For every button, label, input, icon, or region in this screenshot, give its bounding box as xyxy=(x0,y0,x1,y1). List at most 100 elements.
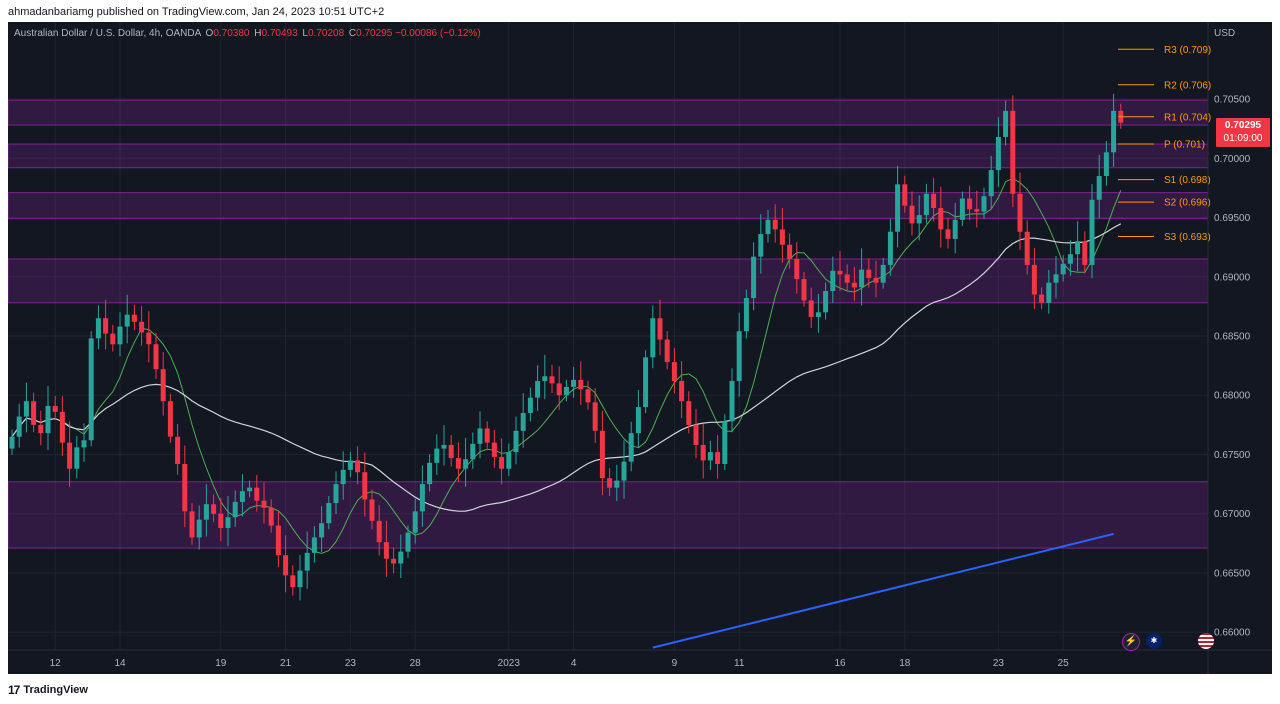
candle-body-down xyxy=(283,555,289,576)
candle-body-down xyxy=(967,198,973,210)
tradingview-logo: 17 xyxy=(8,683,20,697)
time-tick-label: 28 xyxy=(410,658,422,669)
candle-body-down xyxy=(38,424,44,434)
candle-body-down xyxy=(139,321,145,333)
time-tick-label: 14 xyxy=(114,658,126,669)
candle-body-up xyxy=(239,491,245,502)
high-value: 0.70493 xyxy=(261,28,298,39)
candle-body-up xyxy=(995,136,1001,171)
candle-body-up xyxy=(319,523,325,538)
tradingview-brand[interactable]: 17 TradingView xyxy=(8,683,88,697)
candle-body-up xyxy=(527,397,533,414)
candle-body-down xyxy=(484,428,490,443)
ascending-trendline xyxy=(652,532,1114,649)
us-flag-icon[interactable] xyxy=(1198,633,1214,649)
publish-header: ahmadanbariamg published on TradingView.… xyxy=(0,0,1280,22)
candle-body-up xyxy=(650,318,656,358)
candle-body-down xyxy=(31,401,37,425)
sr-zone xyxy=(8,481,1209,549)
currency-label[interactable]: USD xyxy=(1214,28,1236,39)
candle-body-up xyxy=(751,256,757,299)
lightning-icon[interactable]: ⚡ xyxy=(1122,633,1140,651)
pivot-label: S3 (0.693) xyxy=(1164,232,1211,243)
pivot-label: R2 (0.706) xyxy=(1164,80,1211,91)
candle-body-up xyxy=(542,376,548,382)
candle-body-down xyxy=(153,344,159,370)
candle-body-down xyxy=(146,332,152,345)
candle-body-up xyxy=(1103,152,1109,177)
candle-body-down xyxy=(1024,231,1030,265)
time-tick-label: 25 xyxy=(1058,658,1070,669)
time-tick-label: 4 xyxy=(571,658,577,669)
candle-body-down xyxy=(103,318,109,334)
price-tick-label: 0.66000 xyxy=(1214,628,1251,639)
candle-body-down xyxy=(909,205,915,224)
candle-body-up xyxy=(45,405,51,434)
australia-flag-icon[interactable]: ✱ xyxy=(1146,633,1162,649)
candle-body-down xyxy=(787,244,793,259)
candle-body-down xyxy=(686,401,692,425)
price-tick-label: 0.70000 xyxy=(1214,154,1251,165)
candle-body-up xyxy=(347,460,353,470)
candle-body-down xyxy=(902,184,908,206)
low-value: 0.70208 xyxy=(307,28,345,39)
candle-body-down xyxy=(448,445,454,459)
time-tick-label: 9 xyxy=(672,658,678,669)
candle-body-down xyxy=(693,424,699,446)
candle-body-down xyxy=(1039,294,1045,303)
candle-body-up xyxy=(887,231,893,265)
last-price-badge: 0.70295 01:09:00 xyxy=(1216,118,1270,147)
candle-body-down xyxy=(189,511,195,538)
candle-body-down xyxy=(275,525,281,556)
candle-body-down xyxy=(268,507,274,526)
candle-body-down xyxy=(664,339,670,363)
candle-body-up xyxy=(326,503,332,524)
candle-body-up xyxy=(340,469,346,485)
price-tick-label: 0.68500 xyxy=(1214,332,1251,343)
candle-body-down xyxy=(254,487,260,501)
trendline-layer xyxy=(652,532,1114,649)
candle-body-down xyxy=(211,504,217,514)
sr-zone xyxy=(8,192,1209,220)
candle-body-up xyxy=(614,480,620,488)
chart-area[interactable]: R3 (0.709) R2 (0.706) R1 (0.704) P (0.701) S… xyxy=(8,22,1272,674)
candle-body-up xyxy=(463,459,469,469)
price-axis: 0.66000 0.66500 0.67000 0.67500 0.68000 0.685… xyxy=(1207,22,1251,674)
open-label: O xyxy=(205,28,214,39)
candle-body-up xyxy=(520,413,526,431)
candle-body-up xyxy=(736,331,742,382)
candle-body-down xyxy=(1031,264,1037,295)
candle-body-up xyxy=(729,381,735,422)
price-tick-label: 0.68000 xyxy=(1214,391,1251,402)
candle-body-up xyxy=(81,440,87,448)
candle-body-up xyxy=(88,338,94,441)
candle-body-down xyxy=(369,499,375,521)
candlestick-chart[interactable]: R3 (0.709) R2 (0.706) R1 (0.704) P (0.701) S… xyxy=(8,22,1272,674)
candle-body-down xyxy=(218,513,224,528)
candle-body-up xyxy=(203,504,209,520)
candle-body-up xyxy=(405,532,411,552)
candle-body-down xyxy=(491,442,497,457)
candle-body-down xyxy=(844,274,850,283)
candle-body-down xyxy=(974,209,980,212)
price-tick-label: 0.69000 xyxy=(1214,272,1251,283)
candle-body-up xyxy=(765,219,771,235)
candle-body-up xyxy=(707,452,713,461)
candle-body-up xyxy=(1111,110,1117,153)
candle-body-up xyxy=(124,314,130,327)
candle-body-down xyxy=(160,369,166,402)
change-value: −0.00086 (−0.12%) xyxy=(395,28,481,39)
candle-body-down xyxy=(131,314,137,322)
candle-body-down xyxy=(175,436,181,464)
candle-body-up xyxy=(304,552,310,571)
candle-body-up xyxy=(1075,241,1081,255)
candle-body-up xyxy=(880,264,886,283)
candle-body-up xyxy=(196,519,202,538)
candle-body-down xyxy=(578,379,584,390)
time-tick-label: 19 xyxy=(215,658,227,669)
candle-body-up xyxy=(535,381,541,398)
candle-body-down xyxy=(607,478,613,488)
brand-name: TradingView xyxy=(23,684,88,696)
candle-body-up xyxy=(434,448,440,463)
candle-body-down xyxy=(499,456,505,469)
